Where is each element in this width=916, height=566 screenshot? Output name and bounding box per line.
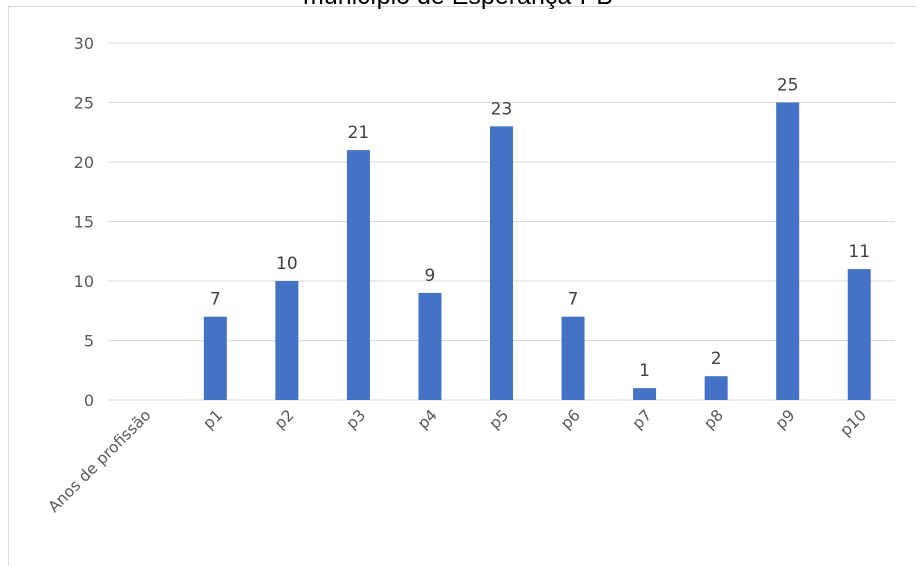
y-tick-label-15: 15 — [74, 213, 94, 232]
y-axis-ticks: 0 5 10 15 20 25 30 — [74, 34, 94, 410]
x-tick-label-6: p6 — [557, 406, 584, 433]
y-tick-label-20: 20 — [74, 153, 94, 172]
y-tick-label-10: 10 — [74, 272, 94, 291]
x-tick-label-10: p10 — [836, 406, 870, 440]
bar-p6 — [561, 316, 585, 400]
x-tick-label-9: p9 — [772, 406, 799, 433]
bar-p9 — [776, 102, 800, 400]
data-label-p5: 23 — [491, 99, 513, 119]
data-label-p8: 2 — [711, 349, 722, 369]
data-label-p7: 1 — [639, 361, 650, 381]
y-tick-label-5: 5 — [84, 332, 94, 351]
x-tick-label-1: p1 — [199, 406, 226, 433]
bar-p10 — [847, 269, 871, 400]
x-tick-label-3: p3 — [343, 406, 370, 433]
bar-p3 — [346, 150, 370, 400]
data-label-p9: 25 — [777, 76, 799, 96]
chart-area-border — [8, 6, 916, 566]
bar-p2 — [275, 281, 299, 400]
x-tick-label-5: p5 — [486, 406, 513, 433]
bar-p1 — [203, 316, 227, 400]
data-label-p4: 9 — [425, 266, 436, 286]
x-tick-label-2: p2 — [271, 406, 298, 433]
x-tick-label-7: p7 — [629, 406, 656, 433]
x-tick-label-8: p8 — [700, 406, 727, 433]
x-tick-label-4: p4 — [414, 406, 441, 433]
data-label-p6: 7 — [568, 290, 579, 310]
bar-p4 — [418, 292, 442, 400]
data-label-p1: 7 — [210, 290, 221, 310]
data-label-p2: 10 — [276, 254, 298, 274]
data-label-p10: 11 — [848, 242, 870, 262]
data-labels: 7 10 21 9 23 7 1 2 25 11 — [210, 76, 870, 382]
y-tick-label-25: 25 — [74, 94, 94, 113]
bars — [203, 102, 871, 401]
y-tick-label-30: 30 — [74, 34, 94, 53]
bar-p8 — [704, 376, 728, 400]
data-label-p3: 21 — [348, 123, 370, 143]
bar-p5 — [490, 126, 513, 401]
x-tick-label-0: Anos de profissão — [45, 406, 155, 516]
y-tick-label-0: 0 — [84, 391, 94, 410]
x-axis-ticks: Anos de profissão p1 p2 p3 p4 p5 p6 p7 p8 p9 p10 — [45, 406, 870, 516]
bar-p7 — [633, 388, 657, 400]
chart-title: município de Esperança-PB — [0, 0, 916, 11]
